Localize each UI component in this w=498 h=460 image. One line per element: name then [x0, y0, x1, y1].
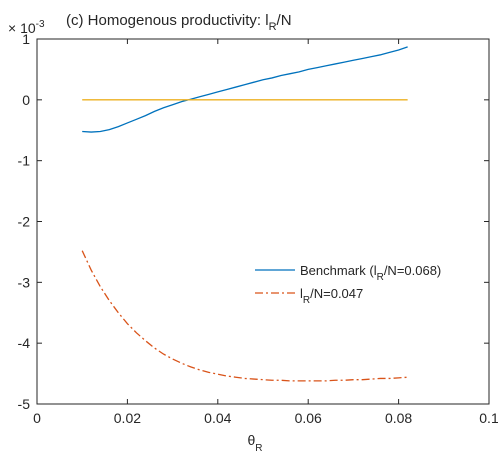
- x-axis-label-subscript: R: [255, 443, 262, 454]
- y-tick-label: 0: [22, 92, 30, 108]
- x-tick-label: 0.06: [295, 410, 322, 426]
- y-tick-label: -5: [18, 396, 31, 412]
- x-tick-label: 0.02: [114, 410, 141, 426]
- chart-title: (c) Homogenous productivity: lR/N: [66, 12, 292, 33]
- x-tick-label: 0.08: [385, 410, 412, 426]
- legend-alt-suffix: /N=0.047: [310, 286, 363, 301]
- legend-benchmark-sub: R: [377, 272, 384, 283]
- legend: Benchmark (lR/N=0.068) lR/N=0.047: [247, 254, 464, 308]
- x-axis-label-symbol: θ: [247, 432, 255, 448]
- x-axis-label: θR: [247, 432, 262, 454]
- legend-benchmark-suffix: /N=0.068): [384, 263, 441, 278]
- y-axis-ticks: -5 -4 -3 -2 -1 0 1: [18, 31, 489, 412]
- chart-title-subscript: R: [269, 21, 277, 33]
- y-tick-label: -2: [18, 214, 31, 230]
- y-exponent-power: -3: [36, 19, 45, 30]
- chart-title-suffix: /N: [277, 12, 292, 29]
- legend-alt-sub: R: [303, 295, 310, 306]
- series-layer: [82, 47, 407, 381]
- y-tick-label: -4: [18, 335, 31, 351]
- series-line-0: [82, 47, 407, 132]
- legend-benchmark-prefix: Benchmark (l: [300, 263, 377, 278]
- chart-title-text: (c) Homogenous productivity:: [66, 12, 265, 29]
- y-tick-label: -1: [18, 153, 31, 169]
- x-axis-ticks: 0 0.02 0.04 0.06 0.08 0.1: [33, 39, 498, 426]
- plot-area-frame: [37, 39, 489, 404]
- y-tick-label: 1: [22, 31, 30, 47]
- y-tick-label: -3: [18, 274, 31, 290]
- x-tick-label: 0.1: [479, 410, 498, 426]
- x-tick-label: 0: [33, 410, 41, 426]
- x-tick-label: 0.04: [204, 410, 231, 426]
